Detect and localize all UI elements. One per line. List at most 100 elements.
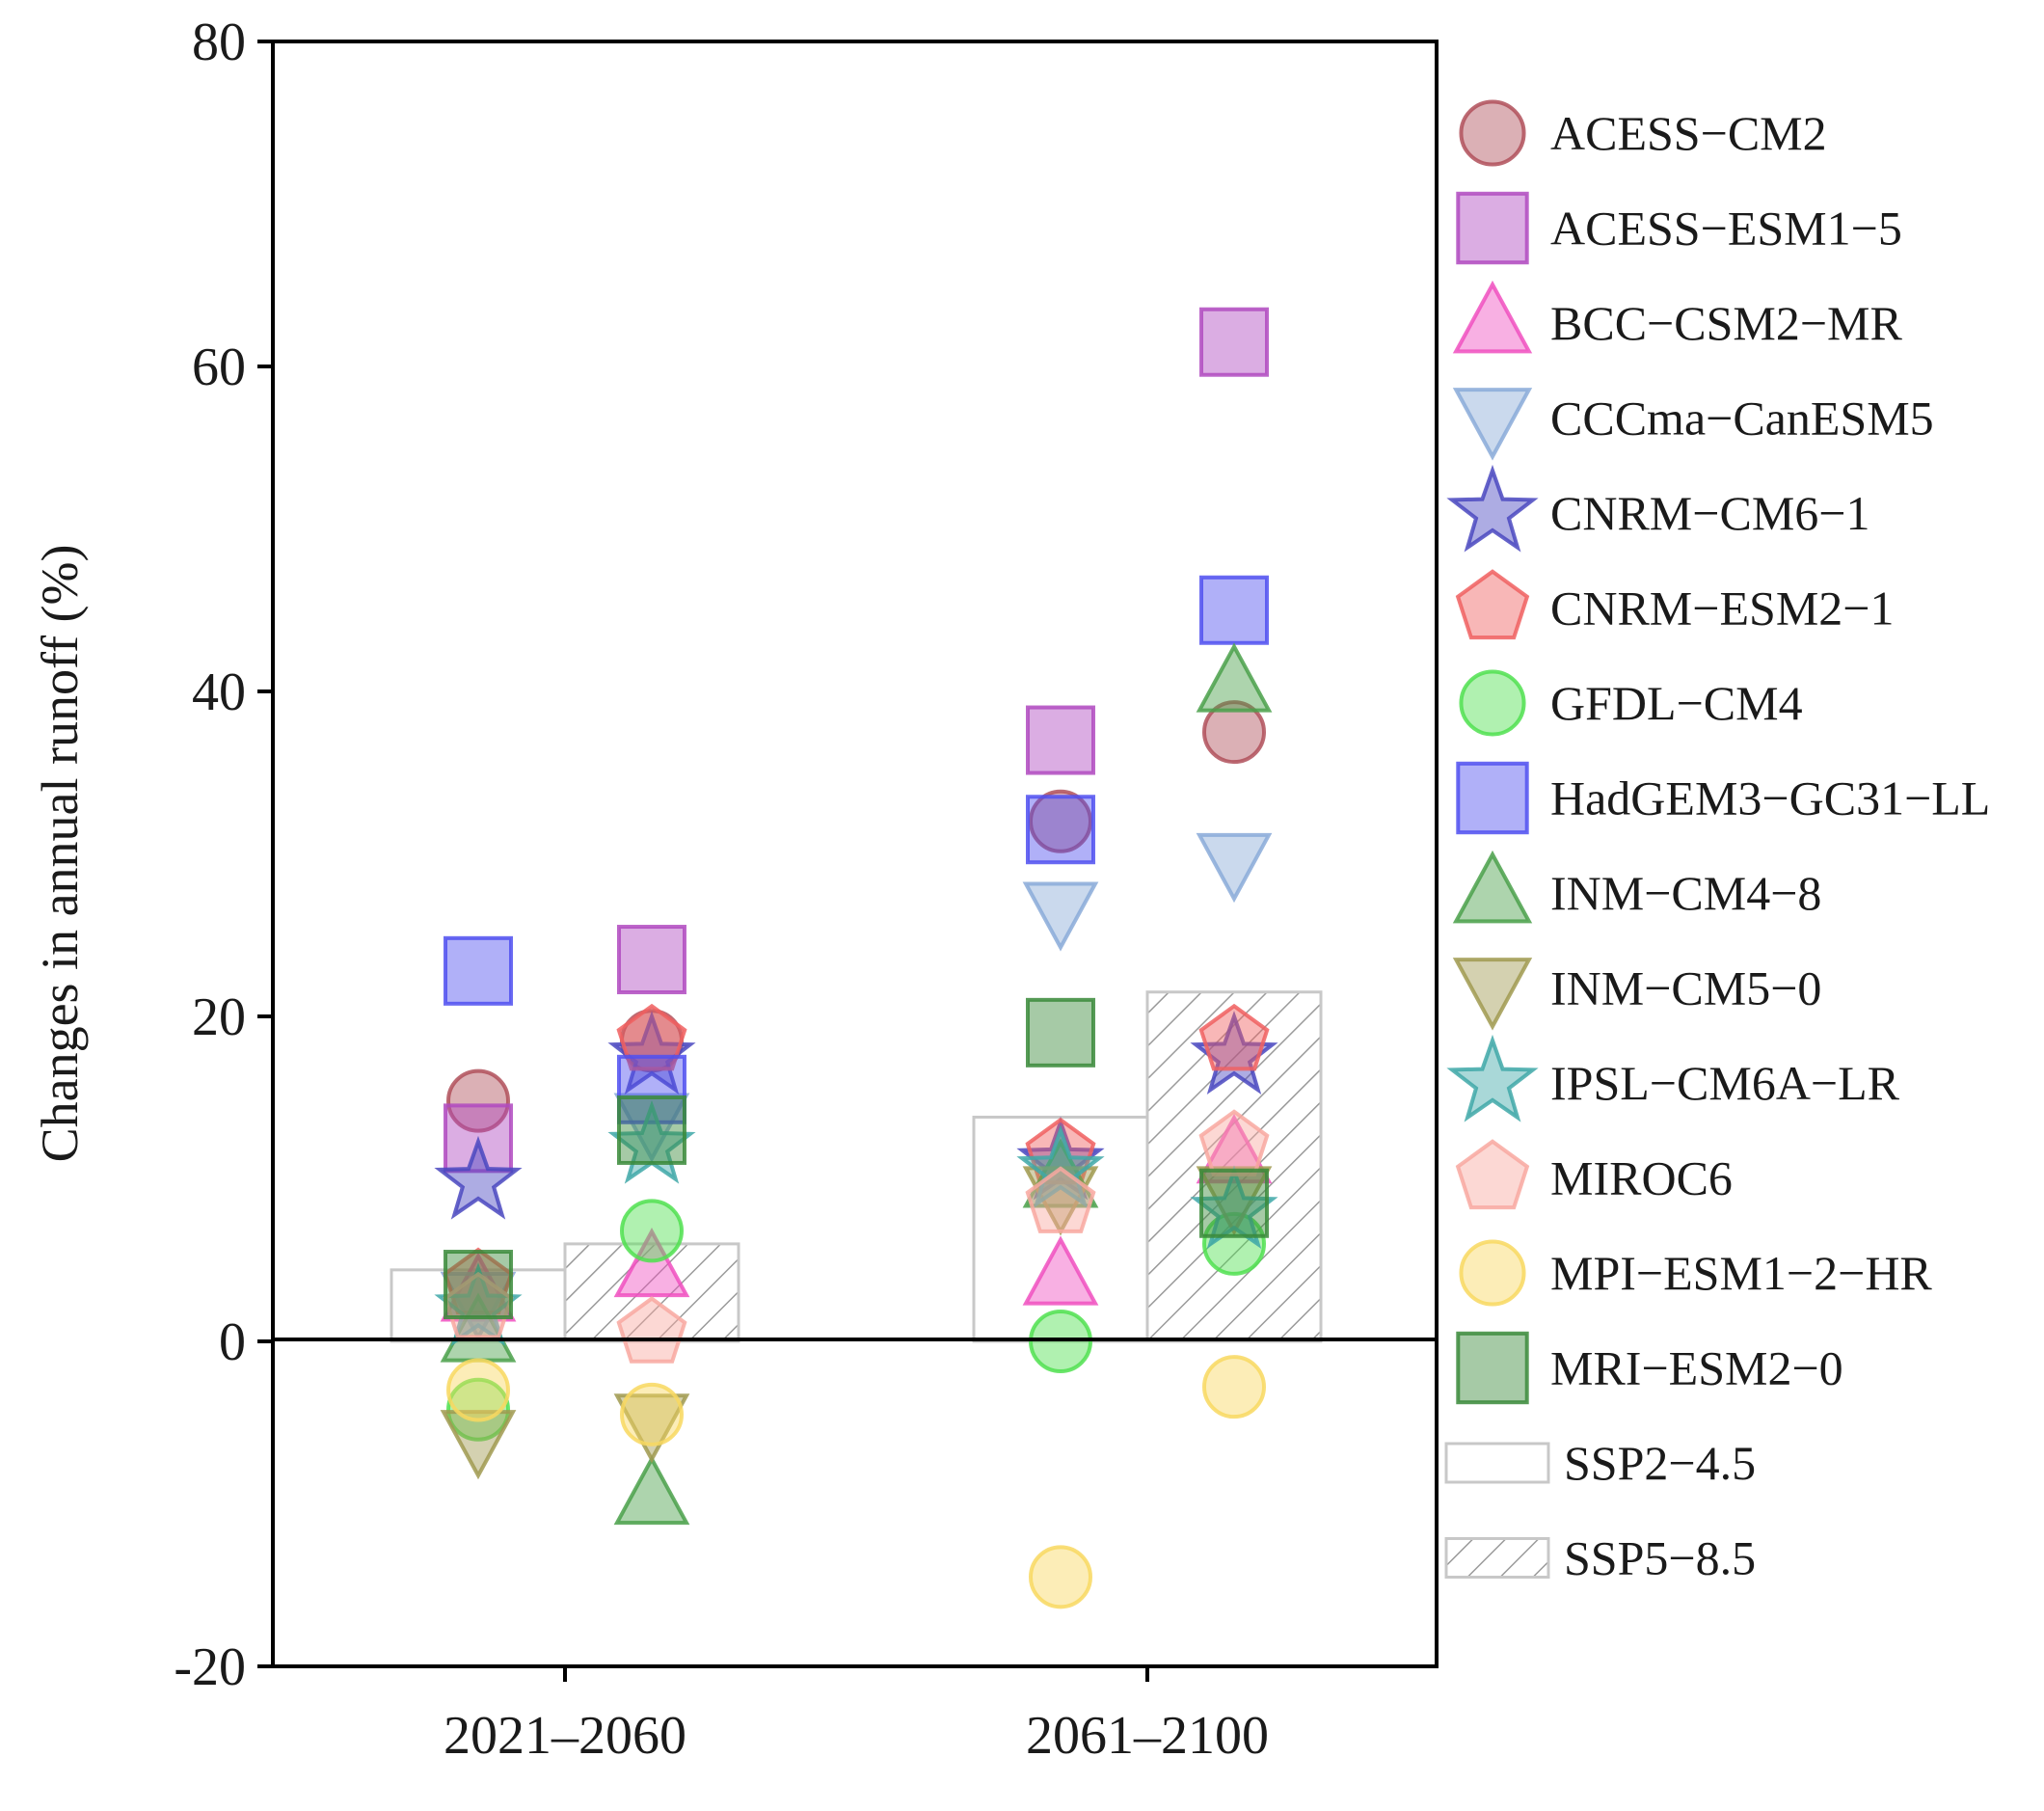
legend-item-acess-cm2: ACESS−CM2 [1459, 99, 1827, 167]
point-acess-esm1-5-ssp5-8-5-2061-2100 [1199, 307, 1269, 377]
point-ipsl-cm6a-lr-ssp5-8-5-2061-2100 [1190, 1165, 1278, 1250]
point-hadgem3-gc31-ll-ssp2-4-5-2061-2100 [1026, 795, 1095, 865]
point-acess-cm2-ssp2-4-5-2061-2100 [1029, 789, 1092, 853]
legend-label: MPI−ESM1−2−HR [1550, 1246, 1932, 1300]
point-inm-cm5-0-ssp5-8-5-2021-2060 [613, 1393, 690, 1464]
point-miroc6-ssp2-4-5-2021-2060 [443, 1271, 514, 1339]
legend-marker-ipsl-cm6a-lr [1446, 1034, 1539, 1122]
point-cnrm-cm6-1-ssp2-4-5-2061-2100 [1016, 1116, 1105, 1201]
point-miroc6-ssp5-8-5-2021-2060 [616, 1296, 687, 1364]
legend-marker-inm-cm5-0 [1452, 958, 1533, 1031]
point-gfdl-cm4-ssp5-8-5-2021-2060 [620, 1199, 684, 1263]
legend-label: INM−CM4−8 [1550, 866, 1821, 920]
point-hadgem3-gc31-ll-ssp2-4-5-2021-2060 [444, 935, 513, 1006]
model-markers [434, 307, 1278, 1609]
legend-label: HadGEM3−GC31−LL [1550, 771, 1990, 825]
y-axis: 80 60 40 20 0 -20 [174, 13, 273, 1697]
point-mpi-esm1-2-hr-ssp5-8-5-2021-2060 [620, 1382, 684, 1446]
legend-label: INM−CM5−0 [1550, 961, 1821, 1015]
legend-item-gfdl-cm4: GFDL−CM4 [1459, 669, 1803, 737]
legend-label: MIROC6 [1550, 1151, 1733, 1205]
point-gfdl-cm4-ssp2-4-5-2021-2060 [446, 1377, 510, 1442]
point-acess-cm2-ssp5-8-5-2061-2100 [1202, 700, 1266, 765]
legend-label: SSP5−8.5 [1564, 1531, 1756, 1585]
x-axis: 2021–2060 2061–2100 [444, 1666, 1269, 1766]
legend-marker-cccma-canesm5 [1452, 388, 1533, 461]
legend-label: MRI−ESM2−0 [1550, 1341, 1843, 1395]
point-inm-cm4-8-ssp5-8-5-2021-2060 [613, 1454, 690, 1526]
point-cnrm-cm6-1-ssp2-4-5-2021-2060 [434, 1135, 523, 1220]
point-mpi-esm1-2-hr-ssp2-4-5-2021-2060 [446, 1358, 510, 1422]
point-mri-esm2-0-ssp5-8-5-2061-2100 [1199, 1168, 1269, 1238]
point-bcc-csm2-mr-ssp2-4-5-2061-2100 [1022, 1235, 1099, 1306]
legend-label: GFDL−CM4 [1550, 676, 1803, 730]
point-gfdl-cm4-ssp5-8-5-2061-2100 [1202, 1211, 1266, 1276]
scenario-bars [390, 990, 1323, 1343]
legend-swatch-ssp2-4-5 [1444, 1442, 1550, 1484]
legend-item-ipsl-cm6a-lr: IPSL−CM6A−LR [1446, 1034, 1900, 1122]
legend-item-cnrm-esm2-1: CNRM−ESM2−1 [1455, 569, 1894, 640]
point-mri-esm2-0-ssp2-4-5-2061-2100 [1026, 997, 1095, 1068]
x-tick-label: 2021–2060 [444, 1706, 686, 1766]
point-inm-cm5-0-ssp2-4-5-2021-2060 [440, 1410, 517, 1480]
y-tick-label: 60 [192, 338, 246, 397]
y-tick-label: 40 [192, 662, 246, 722]
legend-marker-acess-esm1-5 [1456, 191, 1529, 265]
legend-item-hadgem3-gc31-ll: HadGEM3−GC31−LL [1456, 761, 1990, 835]
y-axis-title: Changes in annual runoff (%) [31, 545, 89, 1163]
point-cccma-canesm5-ssp2-4-5-2061-2100 [1022, 881, 1099, 952]
legend: ACESS−CM2 ACESS−ESM1−5 BCC−CSM2−MR CCCma−Ca… [1444, 99, 1990, 1585]
point-cnrm-esm2-1-ssp5-8-5-2061-2100 [1198, 1003, 1270, 1071]
legend-label: CNRM−ESM2−1 [1550, 581, 1894, 635]
point-cnrm-esm2-1-ssp5-8-5-2021-2060 [616, 1003, 687, 1071]
legend-item-cccma-canesm5: CCCma−CanESM5 [1452, 388, 1934, 461]
legend-marker-bcc-csm2-mr [1452, 280, 1533, 354]
point-bcc-csm2-mr-ssp5-8-5-2061-2100 [1196, 1114, 1273, 1184]
legend-item-mpi-esm1-2-hr: MPI−ESM1−2−HR [1459, 1239, 1932, 1307]
y-tick-label: 20 [192, 987, 246, 1047]
legend-label: ACESS−CM2 [1550, 106, 1827, 160]
legend-label: SSP2−4.5 [1564, 1436, 1756, 1490]
legend-marker-hadgem3-gc31-ll [1456, 761, 1529, 835]
legend-marker-gfdl-cm4 [1459, 669, 1526, 737]
point-hadgem3-gc31-ll-ssp5-8-5-2061-2100 [1199, 575, 1269, 645]
point-acess-esm1-5-ssp2-4-5-2061-2100 [1026, 705, 1095, 775]
point-acess-cm2-ssp2-4-5-2021-2060 [446, 1068, 510, 1133]
legend-item-acess-esm1-5: ACESS−ESM1−5 [1456, 191, 1902, 265]
legend-swatch-ssp5-8-5 [1444, 1537, 1550, 1579]
legend-label: ACESS−ESM1−5 [1550, 202, 1902, 256]
legend-item-mri-esm2-0: MRI−ESM2−0 [1456, 1331, 1843, 1405]
legend-item-inm-cm4-8: INM−CM4−8 [1452, 850, 1821, 924]
point-acess-esm1-5-ssp5-8-5-2021-2060 [617, 925, 686, 995]
point-cccma-canesm5-ssp5-8-5-2061-2100 [1196, 832, 1273, 904]
legend-marker-cnrm-cm6-1 [1446, 464, 1539, 553]
legend-marker-inm-cm4-8 [1452, 850, 1533, 924]
y-tick-label: -20 [174, 1637, 246, 1697]
legend-marker-acess-cm2 [1459, 99, 1526, 167]
legend-item-ssp5-8-5: SSP5−8.5 [1444, 1531, 1756, 1585]
point-miroc6-ssp5-8-5-2061-2100 [1198, 1109, 1270, 1176]
legend-marker-mri-esm2-0 [1456, 1331, 1529, 1405]
legend-item-miroc6: MIROC6 [1455, 1139, 1733, 1210]
plot-frame [271, 40, 1439, 1668]
point-miroc6-ssp2-4-5-2061-2100 [1025, 1166, 1096, 1233]
point-mpi-esm1-2-hr-ssp2-4-5-2061-2100 [1029, 1545, 1092, 1609]
legend-label: IPSL−CM6A−LR [1550, 1056, 1900, 1110]
point-cccma-canesm5-ssp5-8-5-2021-2060 [613, 1093, 690, 1163]
legend-marker-cnrm-esm2-1 [1455, 569, 1530, 640]
point-mpi-esm1-2-hr-ssp5-8-5-2061-2100 [1202, 1355, 1266, 1419]
legend-label: BCC−CSM2−MR [1550, 296, 1903, 350]
legend-label: CCCma−CanESM5 [1550, 392, 1934, 446]
legend-label: CNRM−CM6−1 [1550, 486, 1869, 540]
legend-marker-miroc6 [1455, 1139, 1530, 1210]
point-bcc-csm2-mr-ssp5-8-5-2021-2060 [613, 1227, 690, 1298]
legend-item-inm-cm5-0: INM−CM5−0 [1452, 958, 1821, 1031]
legend-item-ssp2-4-5: SSP2−4.5 [1444, 1436, 1756, 1490]
point-mri-esm2-0-ssp2-4-5-2021-2060 [444, 1250, 513, 1320]
point-inm-cm4-8-ssp5-8-5-2061-2100 [1196, 642, 1273, 713]
x-tick-label: 2061–2100 [1026, 1706, 1269, 1766]
y-tick-label: 0 [219, 1312, 246, 1372]
legend-marker-mpi-esm1-2-hr [1459, 1239, 1526, 1307]
legend-item-bcc-csm2-mr: BCC−CSM2−MR [1452, 280, 1903, 354]
